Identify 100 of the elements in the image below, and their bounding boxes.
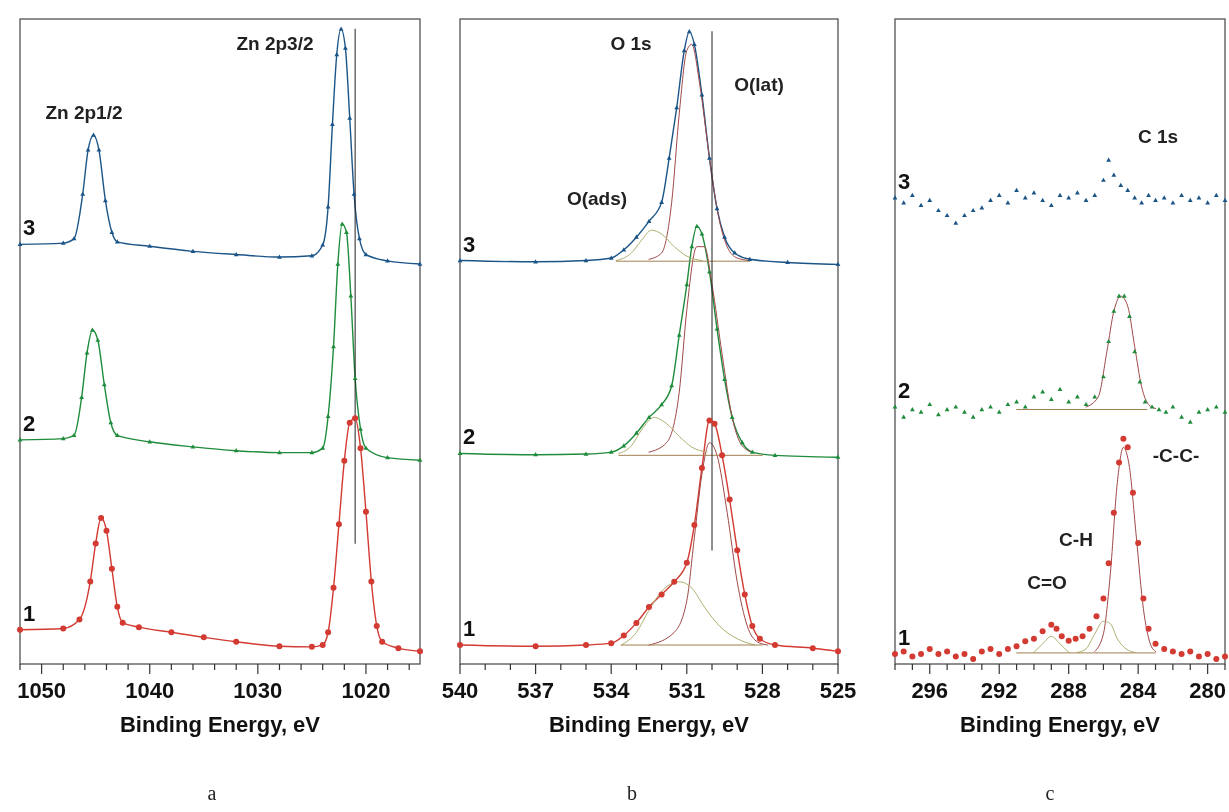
point <box>417 648 423 655</box>
point <box>684 281 690 287</box>
point <box>901 200 907 205</box>
point <box>379 638 386 645</box>
point <box>620 632 627 639</box>
x-tick-label: 292 <box>980 678 1018 703</box>
point <box>358 426 363 431</box>
point <box>1110 509 1117 516</box>
point <box>646 218 652 223</box>
series-label: 1 <box>463 616 476 642</box>
point <box>909 653 916 660</box>
point <box>1127 313 1132 318</box>
point <box>1057 192 1063 197</box>
point <box>457 450 463 456</box>
point <box>1135 540 1142 547</box>
point <box>988 197 993 203</box>
point <box>373 622 380 629</box>
x-tick-label: 288 <box>1050 678 1088 703</box>
point <box>659 402 664 407</box>
point <box>352 375 358 380</box>
point <box>335 521 342 528</box>
point <box>352 415 359 422</box>
point <box>996 409 1002 414</box>
text: C 1s <box>1137 126 1179 148</box>
point <box>772 642 778 649</box>
point <box>347 115 353 120</box>
point <box>918 650 925 657</box>
point <box>417 457 423 462</box>
series-label: 2 <box>898 378 911 404</box>
x-tick-label: 1040 <box>125 678 175 703</box>
point <box>952 653 959 660</box>
point <box>671 578 678 585</box>
point <box>658 591 665 598</box>
point <box>1145 625 1152 632</box>
x-axis-title: Binding Energy, eV <box>959 712 1161 737</box>
point <box>927 197 933 203</box>
point <box>1048 396 1054 402</box>
point <box>1139 200 1145 205</box>
point <box>1014 399 1019 404</box>
point <box>892 650 898 657</box>
point <box>944 406 950 412</box>
point <box>1132 348 1138 354</box>
point <box>1213 404 1219 409</box>
point <box>346 419 353 426</box>
point <box>835 261 841 266</box>
point <box>961 650 968 657</box>
point <box>395 645 402 652</box>
point <box>1013 643 1020 650</box>
point <box>233 251 239 257</box>
point <box>334 51 340 57</box>
point <box>1169 648 1176 655</box>
point <box>1101 177 1106 182</box>
point <box>17 241 23 246</box>
point <box>1106 338 1112 344</box>
x-tick-label: 284 <box>1119 678 1158 703</box>
point <box>785 259 790 265</box>
point <box>1072 635 1079 642</box>
point <box>722 376 727 382</box>
point <box>320 242 326 247</box>
point <box>987 645 994 652</box>
series-label: 3 <box>898 168 911 194</box>
point <box>691 41 697 46</box>
point <box>901 414 907 419</box>
point <box>1031 394 1037 399</box>
point <box>1187 197 1193 203</box>
point <box>621 247 627 252</box>
point <box>76 616 83 623</box>
point <box>348 293 354 298</box>
point <box>233 638 240 645</box>
point <box>1116 293 1122 298</box>
point <box>729 414 735 419</box>
point <box>1120 435 1127 442</box>
point <box>1106 157 1112 162</box>
point <box>344 229 349 234</box>
point <box>996 192 1002 197</box>
point <box>362 508 369 515</box>
point <box>1124 444 1131 451</box>
point <box>1149 404 1155 409</box>
x-axis-title: Binding Energy, eV <box>548 712 750 737</box>
point <box>385 455 390 460</box>
text: c <box>1045 781 1055 804</box>
point <box>707 269 712 274</box>
point <box>1004 645 1011 652</box>
point <box>338 26 344 31</box>
point <box>1163 409 1169 414</box>
point <box>190 248 196 253</box>
point <box>135 624 142 631</box>
point <box>936 207 941 213</box>
point <box>1179 414 1184 419</box>
point <box>533 452 538 457</box>
point <box>91 132 96 137</box>
point <box>417 261 423 266</box>
point <box>681 48 687 53</box>
point <box>109 229 115 234</box>
point <box>699 231 705 236</box>
point <box>119 619 126 626</box>
point <box>1093 613 1100 620</box>
point <box>71 432 77 438</box>
point <box>621 443 627 448</box>
point <box>1196 409 1202 414</box>
